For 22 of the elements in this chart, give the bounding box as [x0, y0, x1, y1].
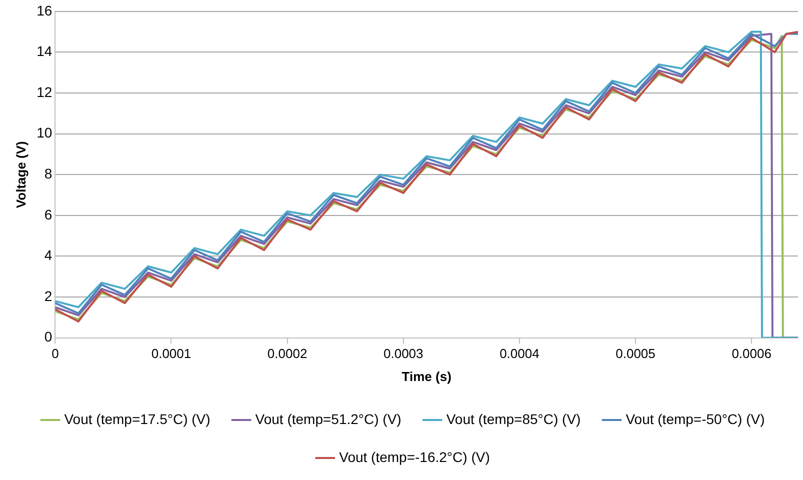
legend-label: Vout (temp=-50°C) (V) — [626, 410, 765, 427]
y-tick-label: 10 — [36, 124, 52, 141]
legend-label: Vout (temp=85°C) (V) — [446, 410, 581, 427]
y-tick-label: 6 — [44, 206, 52, 222]
x-tick-label: 0.0001 — [151, 346, 192, 362]
x-tick-label: 0.0005 — [616, 346, 656, 362]
x-axis-title: Time (s) — [402, 368, 452, 384]
x-tick-label: 0.0002 — [267, 346, 308, 362]
y-tick-label: 0 — [44, 328, 52, 345]
y-axis-title: Voltage (V) — [13, 141, 28, 208]
legend-label: Vout (temp=17.5°C) (V) — [64, 410, 210, 427]
legend-label: Vout (temp=-16.2°C) (V) — [339, 448, 490, 465]
x-tick-label: 0.0003 — [383, 346, 424, 362]
y-tick-label: 8 — [44, 165, 52, 182]
legend-label: Vout (temp=51.2°C) (V) — [255, 410, 402, 427]
x-tick-label: 0.0006 — [732, 346, 772, 362]
y-tick-label: 16 — [36, 2, 52, 18]
y-tick-label: 12 — [36, 84, 52, 100]
y-tick-label: 14 — [36, 43, 52, 60]
x-tick-label: 0.0004 — [500, 346, 540, 362]
y-tick-label: 2 — [44, 288, 52, 304]
y-tick-label: 4 — [44, 247, 52, 264]
